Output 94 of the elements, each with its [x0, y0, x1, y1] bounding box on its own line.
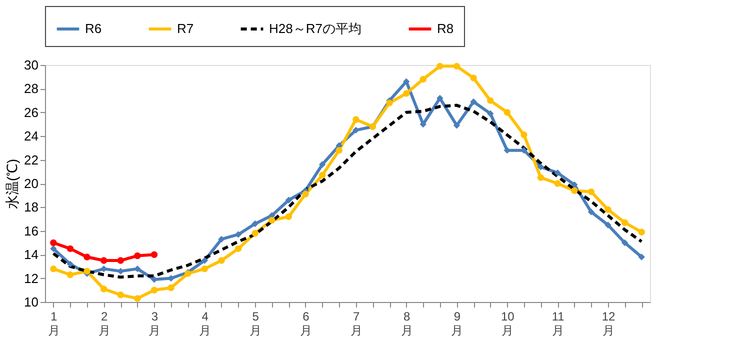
point: [318, 161, 326, 168]
point: [470, 98, 477, 106]
legend-label: R6: [85, 21, 102, 36]
point: [218, 257, 225, 264]
point: [100, 257, 108, 264]
point: [134, 265, 141, 272]
y-tick-label: 24: [24, 128, 38, 144]
point: [436, 62, 444, 70]
point: [234, 245, 242, 252]
point: [571, 187, 578, 194]
point: [520, 132, 528, 138]
x-tick-label: 2 月: [98, 310, 110, 338]
point: [436, 94, 444, 102]
point: [420, 76, 426, 83]
point: [201, 257, 208, 264]
point: [537, 164, 544, 170]
point: [268, 216, 276, 224]
y-tick-label: 30: [24, 58, 38, 72]
legend-label: H28～R7の平均: [269, 21, 362, 36]
point: [100, 265, 108, 272]
point: [588, 188, 595, 196]
point: [352, 126, 360, 134]
legend-label: R7: [177, 21, 194, 36]
point: [285, 196, 292, 204]
point: [285, 213, 292, 220]
point: [84, 254, 90, 260]
point: [588, 208, 595, 216]
y-tick-label: 26: [24, 104, 38, 120]
y-axis-title: 水温(℃): [4, 158, 20, 210]
point: [604, 222, 612, 228]
x-tick-label: 5 月: [250, 310, 262, 338]
x-tick-label: 10 月: [500, 310, 515, 338]
point: [50, 239, 57, 246]
point: [117, 268, 124, 275]
y-tick-label: 16: [24, 223, 38, 238]
point: [50, 245, 57, 252]
point: [554, 169, 561, 176]
point: [352, 116, 360, 123]
x-tick-label: 11 月: [552, 310, 565, 338]
point: [234, 231, 242, 238]
x-tick-label: 7 月: [350, 310, 362, 338]
point: [336, 146, 342, 154]
point: [84, 268, 90, 275]
point: [571, 181, 578, 188]
point: [218, 236, 225, 243]
point: [486, 97, 494, 104]
legend-label: R8: [437, 21, 454, 36]
point: [453, 62, 460, 70]
point: [402, 90, 410, 97]
point: [386, 100, 393, 106]
point: [66, 271, 74, 278]
point: [453, 122, 460, 129]
point: [66, 260, 74, 268]
point: [604, 206, 612, 213]
point: [50, 265, 57, 272]
point: [201, 265, 208, 272]
point: [302, 190, 309, 198]
x-tick-label: 8 月: [400, 310, 413, 338]
point: [402, 78, 410, 85]
y-tick-label: 14: [24, 247, 38, 262]
x-tick-label: 9 月: [451, 310, 464, 338]
point: [638, 228, 645, 236]
point: [100, 286, 108, 292]
x-tick-label: 6 月: [300, 310, 312, 338]
point: [150, 251, 158, 258]
x-tick-label: 1 月: [48, 310, 60, 338]
y-tick-label: 28: [24, 81, 38, 96]
point: [520, 146, 528, 154]
point: [638, 254, 645, 260]
point: [117, 292, 124, 298]
point: [318, 172, 326, 179]
point: [537, 174, 544, 181]
point: [134, 252, 141, 260]
y-tick-label: 20: [24, 176, 38, 191]
y-tick-label: 22: [24, 152, 38, 168]
point: [621, 239, 628, 246]
point: [504, 109, 511, 116]
y-tick-label: 18: [24, 200, 38, 215]
point: [66, 245, 74, 252]
point: [554, 180, 561, 187]
y-tick-label: 12: [24, 270, 38, 286]
x-tick-label: 3 月: [148, 310, 161, 338]
x-tick-label: 12 月: [602, 310, 616, 338]
point: [168, 284, 174, 292]
y-tick-label: 10: [24, 294, 38, 310]
point: [134, 295, 141, 302]
point: [252, 230, 258, 237]
point: [117, 257, 124, 264]
point: [252, 220, 258, 228]
point: [621, 219, 628, 226]
point: [486, 110, 494, 117]
point: [150, 286, 158, 294]
point: [470, 74, 477, 82]
x-tick-label: 4 月: [199, 310, 212, 338]
